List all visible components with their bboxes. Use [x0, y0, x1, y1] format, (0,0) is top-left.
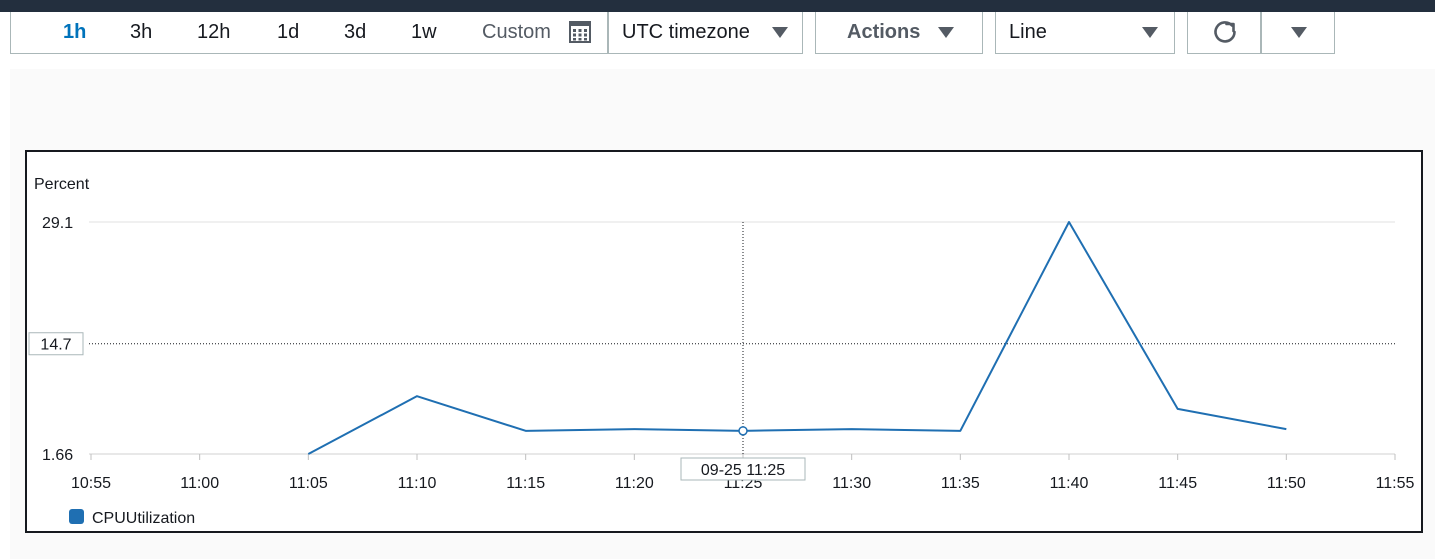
x-tick-label: 11:20 [615, 475, 654, 492]
calendar-icon[interactable] [569, 21, 591, 43]
x-tick-label: 11:10 [398, 475, 437, 492]
actions-label: Actions [847, 21, 921, 43]
range-12h[interactable]: 12h [197, 21, 231, 43]
range-1d[interactable]: 1d [277, 21, 300, 43]
caret-down-icon [1142, 27, 1158, 38]
caret-down-icon [772, 27, 788, 38]
range-3d[interactable]: 3d [344, 21, 367, 43]
range-custom[interactable]: Custom [482, 21, 551, 43]
crosshair-y-badge [28, 332, 84, 356]
caret-down-icon [1291, 27, 1307, 38]
crosshair-x-badge [680, 457, 806, 481]
y-axis-label: Percent [34, 176, 90, 193]
series-line[interactable] [307, 221, 1287, 455]
timezone-label: UTC timezone [622, 21, 750, 43]
graph-type-dropdown[interactable]: Line [995, 12, 1175, 54]
cpu-utilization-widget: Percent 29.1 1.66 10:55 11:00 11:05 11:10 11:… [25, 150, 1423, 533]
timezone-dropdown[interactable]: UTC timezone [608, 12, 803, 54]
graph-type-label: Line [1009, 21, 1047, 43]
crosshair-y-label: 14.7 [40, 337, 71, 354]
crosshair-x-label: 09-25 11:25 [701, 462, 785, 479]
range-3h[interactable]: 3h [130, 21, 153, 43]
legend-swatch [69, 509, 84, 524]
range-1h[interactable]: 1h [63, 21, 87, 43]
x-tick-label: 11:45 [1158, 475, 1197, 492]
dashboard-toolbar: 1h 3h 12h 1d 3d 1w Custom UTC timezone A… [0, 12, 1435, 56]
y-tick-label: 1.66 [42, 447, 73, 464]
x-tick-label: 11:40 [1050, 475, 1089, 492]
hover-point[interactable] [738, 426, 748, 436]
x-tick-label: 10:55 [71, 475, 111, 492]
x-tick-label: 11:30 [832, 475, 871, 492]
x-tick-label: 11:55 [1376, 475, 1415, 492]
top-nav-bar [0, 0, 1435, 12]
range-1w[interactable]: 1w [411, 21, 437, 43]
refresh-button[interactable] [1187, 12, 1261, 54]
time-range-selector: 1h 3h 12h 1d 3d 1w Custom [10, 12, 608, 54]
y-tick-label: 29.1 [42, 215, 73, 232]
caret-down-icon [938, 27, 954, 38]
legend-label[interactable]: CPUUtilization [92, 510, 195, 527]
line-chart: Percent 29.1 1.66 10:55 11:00 11:05 11:10 11:… [28, 176, 1415, 527]
x-tick-label: 11:50 [1267, 475, 1306, 492]
actions-dropdown[interactable]: Actions [815, 12, 983, 54]
x-tick-label: 11:15 [506, 475, 545, 492]
x-tick-label: 11:05 [289, 475, 328, 492]
x-tick-label: 11:35 [941, 475, 980, 492]
refresh-options-dropdown[interactable] [1261, 12, 1335, 54]
x-tick-label: 11:00 [180, 475, 219, 492]
refresh-icon [1214, 21, 1236, 43]
